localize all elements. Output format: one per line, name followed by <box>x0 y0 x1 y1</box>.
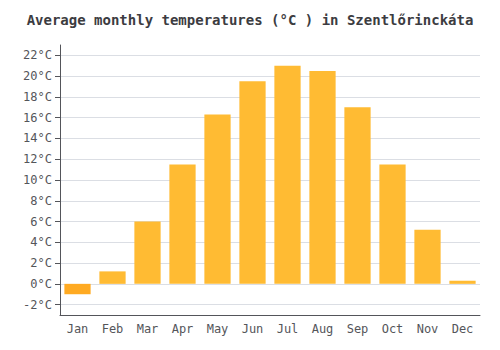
svg-text:18°C: 18°C <box>23 90 52 104</box>
svg-text:Jan: Jan <box>67 322 89 336</box>
svg-text:0°C: 0°C <box>30 277 52 291</box>
svg-text:Jul: Jul <box>277 322 299 336</box>
svg-text:Feb: Feb <box>102 322 124 336</box>
svg-text:8°C: 8°C <box>30 194 52 208</box>
svg-text:Average monthly temperatures (: Average monthly temperatures (°C ) in Sz… <box>27 12 474 28</box>
svg-text:Aug: Aug <box>312 322 334 336</box>
svg-text:Nov: Nov <box>417 322 439 336</box>
svg-text:12°C: 12°C <box>23 152 52 166</box>
svg-text:16°C: 16°C <box>23 111 52 125</box>
svg-text:Sep: Sep <box>347 322 369 336</box>
svg-text:Dec: Dec <box>452 322 474 336</box>
svg-text:6°C: 6°C <box>30 215 52 229</box>
svg-text:4°C: 4°C <box>30 235 52 249</box>
svg-text:22°C: 22°C <box>23 48 52 62</box>
svg-text:10°C: 10°C <box>23 173 52 187</box>
svg-text:2°C: 2°C <box>30 256 52 270</box>
svg-text:Mar: Mar <box>137 322 159 336</box>
svg-text:Jun: Jun <box>242 322 264 336</box>
svg-text:14°C: 14°C <box>23 131 52 145</box>
svg-text:May: May <box>207 322 229 336</box>
svg-text:-2°C: -2°C <box>23 298 52 312</box>
svg-text:Apr: Apr <box>172 322 194 336</box>
svg-text:Oct: Oct <box>382 322 404 336</box>
svg-text:20°C: 20°C <box>23 69 52 83</box>
